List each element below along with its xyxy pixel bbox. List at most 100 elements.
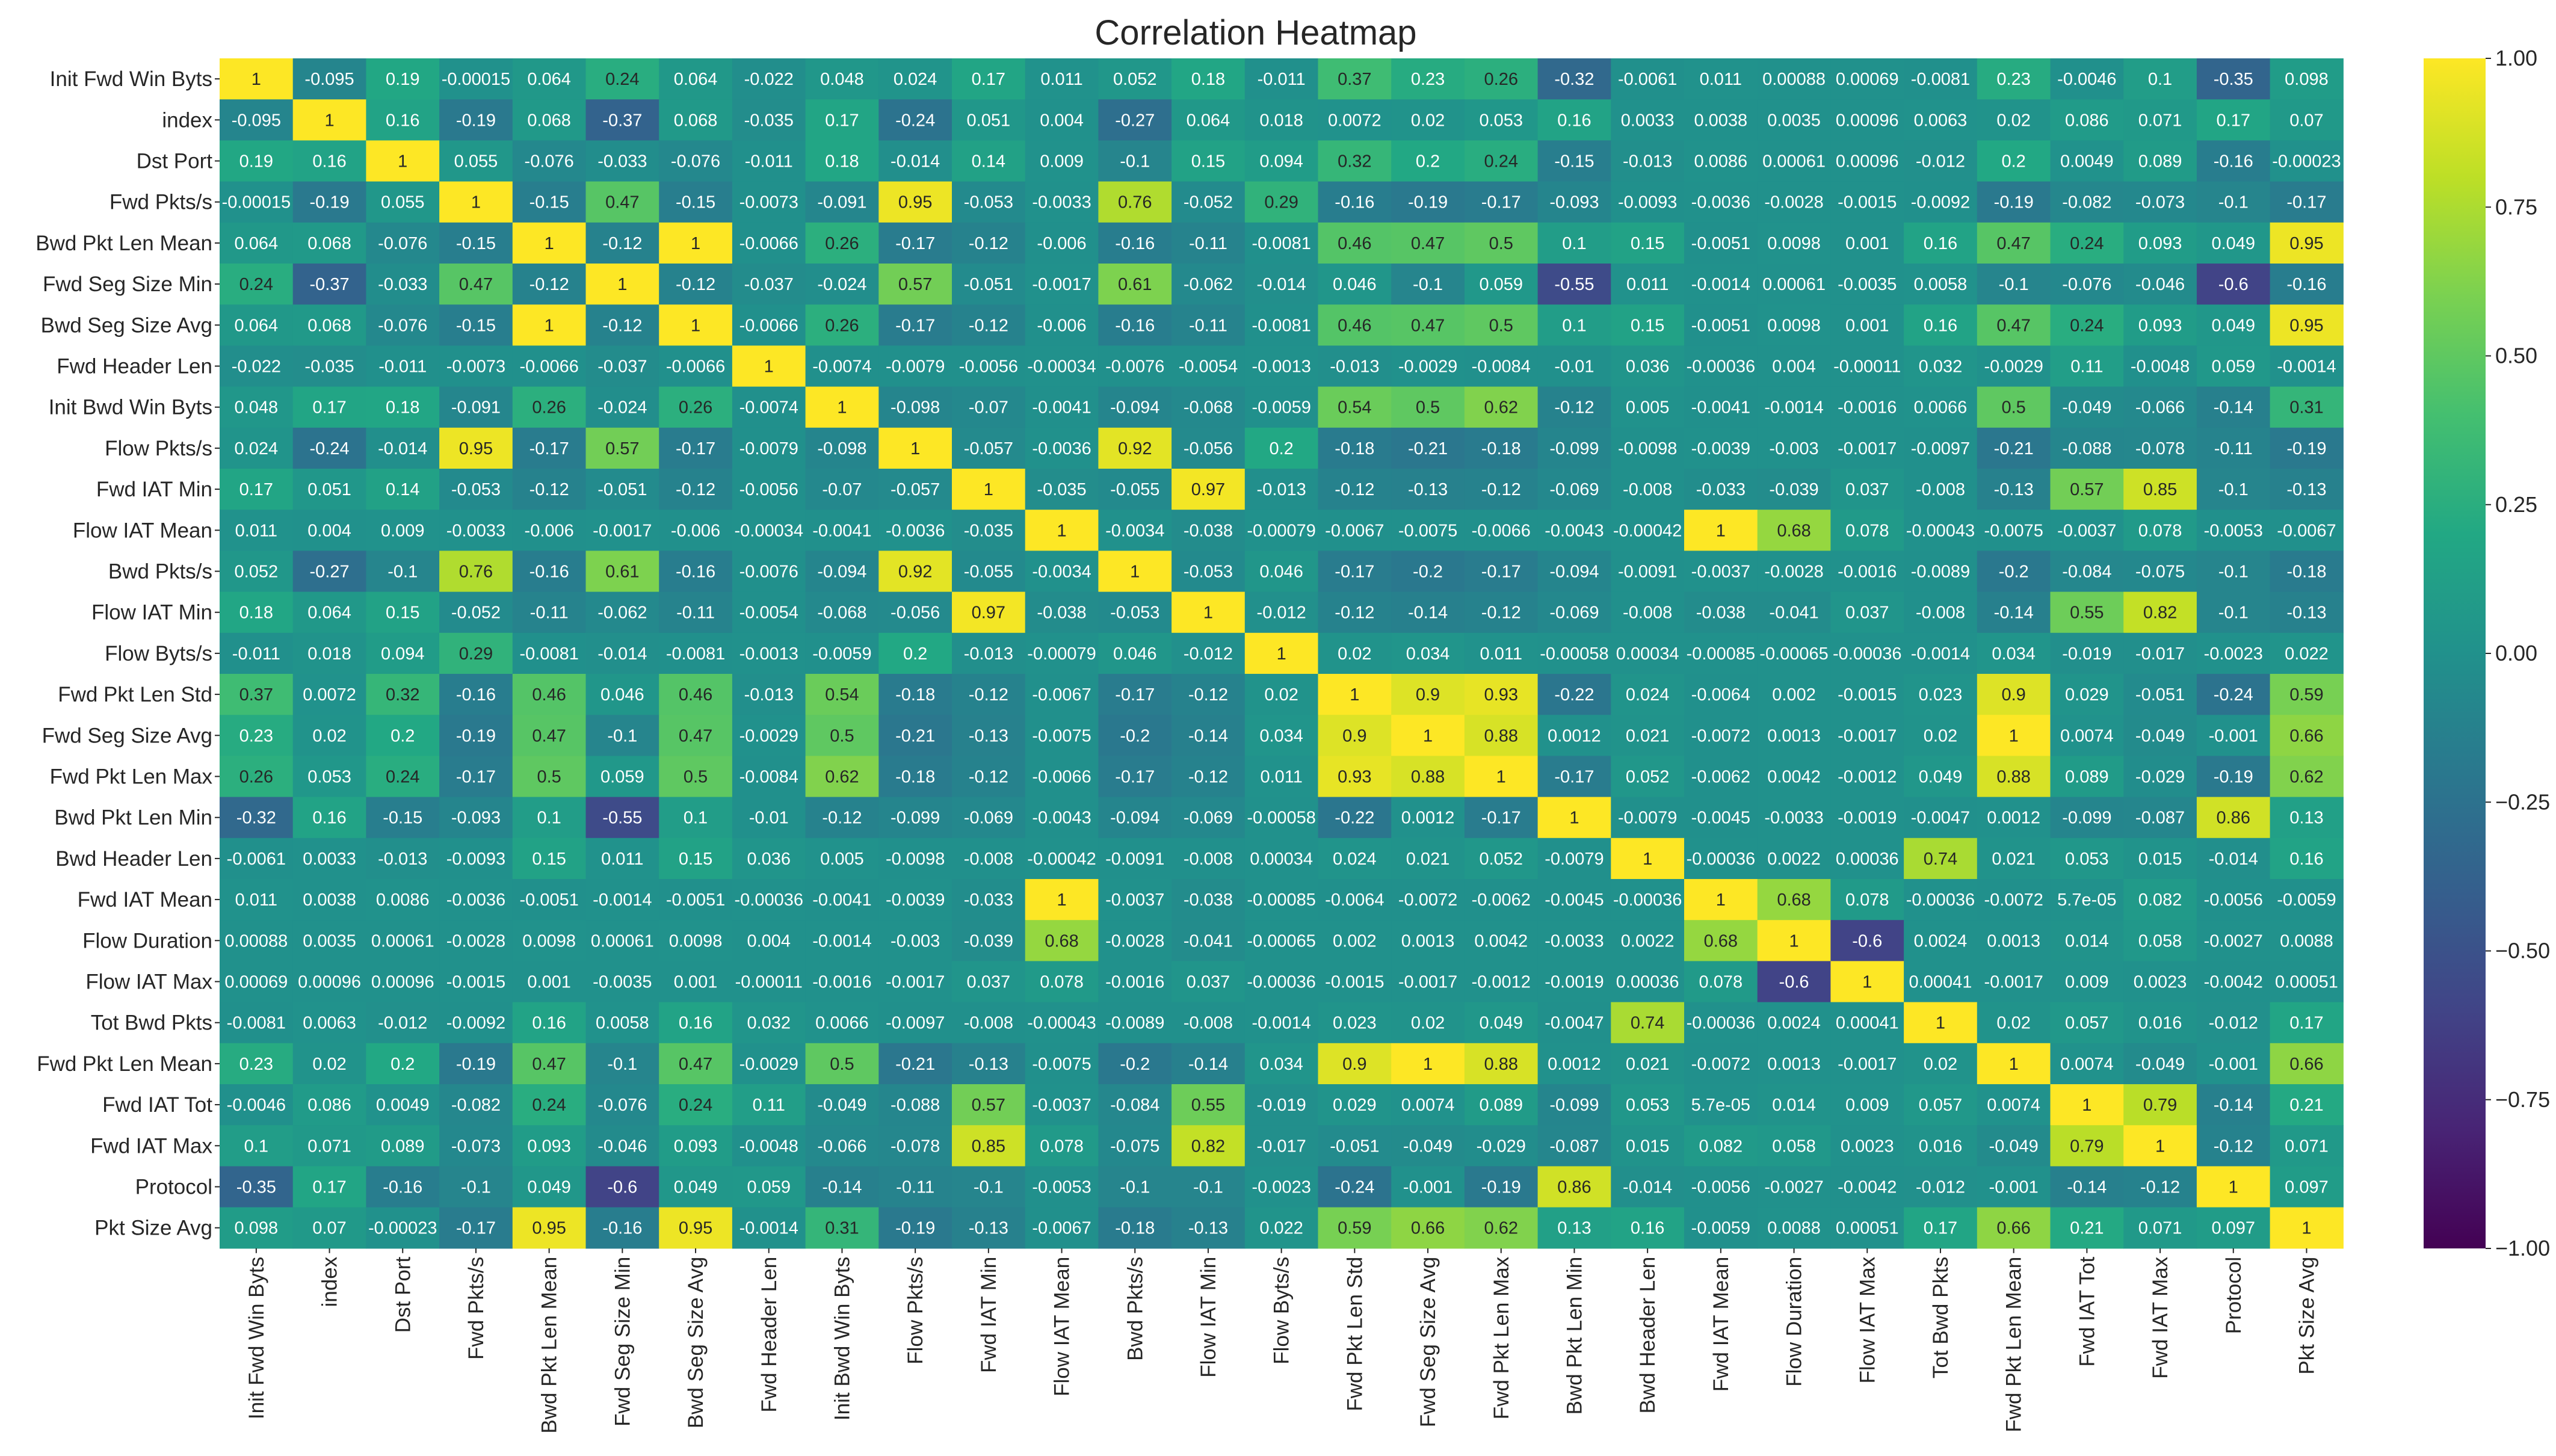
heatmap-cell-label: 0.19 [239,152,273,171]
heatmap-cell-label: -0.019 [2062,644,2111,664]
heatmap-cell [1757,551,1831,593]
heatmap-cell-label: -0.008 [1184,850,1233,869]
heatmap-cell [2270,920,2344,961]
heatmap-cell-label: -0.0016 [812,973,871,992]
heatmap-cell [292,551,366,593]
heatmap-cell [366,345,440,387]
heatmap-cell-label: 0.0012 [1987,809,2040,828]
heatmap-cell [1244,674,1319,715]
colorbar-tick-label: 1.00 [2495,46,2537,70]
heatmap-cell [659,551,733,593]
x-tick-label: Flow Pkts/s [904,1257,927,1365]
heatmap-cell [366,1207,440,1249]
heatmap-cell [1172,386,1246,428]
heatmap-cell [1098,838,1172,880]
heatmap-cell-label: 0.032 [747,1014,791,1033]
heatmap-cell [292,510,366,551]
heatmap-cell [1391,427,1465,469]
heatmap-cell [366,427,440,469]
heatmap-cell [1611,879,1685,921]
heatmap-cell [732,1002,806,1044]
heatmap-cell [1904,222,1978,264]
heatmap-cell [2123,632,2197,674]
heatmap-cell [512,427,587,469]
heatmap-cell [512,1166,587,1208]
heatmap-cell [2050,1125,2124,1167]
heatmap-cell-label: -0.0091 [1618,563,1677,582]
x-tick-label: Fwd Seg Size Min [611,1257,634,1427]
heatmap-cell [732,1207,806,1249]
heatmap-cell [1977,879,2051,921]
heatmap-cell [2123,386,2197,428]
heatmap-cell-label: -0.0028 [1764,193,1823,212]
heatmap-cell [1464,551,1539,593]
heatmap-cell [585,469,659,510]
heatmap-cell [1464,427,1539,469]
heatmap-cell [878,674,952,715]
heatmap-cell [1684,181,1758,223]
heatmap-cell [2050,99,2124,141]
heatmap-cell-label: -0.0045 [1691,809,1750,828]
heatmap-cell-label: 0.00061 [1762,275,1826,294]
heatmap-cell-label: 0.11 [753,1096,785,1115]
heatmap-cell-label: -0.038 [1184,890,1233,910]
heatmap-cell-label: -0.1 [974,1178,1004,1197]
heatmap-cell-label: -0.0041 [812,521,871,540]
heatmap-cell [1904,879,1978,921]
heatmap-cell [952,469,1026,510]
heatmap-cell-label: -0.0084 [739,768,798,787]
heatmap-cell-label: 0.071 [307,1137,351,1156]
heatmap-cell [2270,386,2344,428]
heatmap-cell [1977,591,2051,634]
heatmap-cell-label: -0.16 [383,1178,422,1197]
heatmap-cell [805,264,879,305]
heatmap-cell-label: 1 [1716,521,1726,540]
heatmap-cell-label: 0.071 [2138,111,2182,130]
heatmap-cell-label: 0.049 [2211,234,2255,253]
heatmap-cell [2270,756,2344,798]
heatmap-cell-label: 0.004 [747,931,791,951]
heatmap-cell-label: 0.19 [386,70,419,89]
heatmap-cell [220,181,294,223]
heatmap-cell [952,99,1026,141]
heatmap-cell [220,345,294,387]
heatmap-cell-label: -0.088 [2062,439,2111,458]
heatmap-cell [1025,1084,1099,1126]
heatmap-cell-label: -0.00015 [442,70,511,89]
heatmap-cell-label: -0.0097 [886,1014,945,1033]
y-tick-label: Fwd IAT Mean [78,888,212,912]
heatmap-cell-label: 1 [398,152,407,171]
heatmap-cell-label: -0.014 [1257,275,1306,294]
heatmap-cell [659,58,733,100]
heatmap-cell-label: 0.0072 [303,685,356,705]
heatmap-cell [1172,510,1246,551]
heatmap-cell [2050,58,2124,100]
heatmap-cell [585,920,659,961]
heatmap-cell-label: 0.17 [239,480,273,499]
heatmap-cell [1318,222,1392,264]
heatmap-cell [2196,756,2271,798]
heatmap-cell [1244,222,1319,264]
heatmap-cell [220,510,294,551]
heatmap-cell [1025,715,1099,756]
heatmap-cell [659,1002,733,1044]
heatmap-cell-label: 0.47 [532,1055,566,1074]
heatmap-cell-label: 0.037 [1845,603,1889,623]
heatmap-cell-label: -0.1 [387,563,418,582]
heatmap-cell [1684,920,1758,961]
heatmap-cell-label: -0.0079 [1545,850,1604,869]
heatmap-cell [1391,551,1465,593]
heatmap-cell-label: -0.13 [969,726,1008,745]
heatmap-cell [1464,1166,1539,1208]
heatmap-cell-label: -0.049 [1989,1137,2039,1156]
heatmap-cell-label: -0.0054 [1179,357,1238,377]
heatmap-cell-label: -0.0036 [446,890,505,910]
heatmap-cell [2196,58,2271,100]
heatmap-cell-label: -0.008 [1916,603,1965,623]
heatmap-cell [1098,222,1172,264]
heatmap-cell-label: -0.14 [1188,1055,1228,1074]
heatmap-cell-label: 0.17 [1924,1219,1957,1238]
heatmap-cell [1537,58,1611,100]
heatmap-cell [366,264,440,305]
heatmap-cell [1025,961,1099,1003]
